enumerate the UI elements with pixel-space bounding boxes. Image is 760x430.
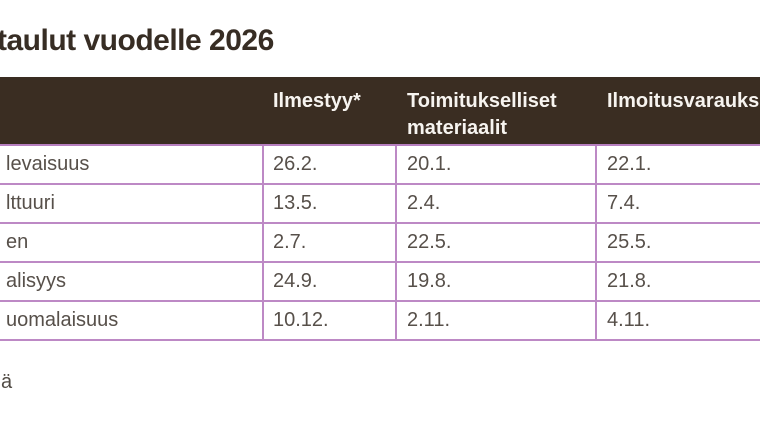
schedule-table: levaisuus 26.2. 20.1. 22.1. lttuuri 13.5…: [0, 146, 760, 341]
cell-ilmoitusvaraukset: 21.8.: [595, 262, 760, 302]
cell-issue-name: alisyys: [0, 262, 264, 302]
cell-materiaalit: 20.1.: [395, 146, 597, 185]
cell-materiaalit: 2.11.: [395, 301, 597, 341]
cell-materiaalit: 19.8.: [395, 262, 597, 302]
cell-materiaalit: 22.5.: [395, 223, 597, 263]
footnote: ä: [1, 371, 13, 393]
cell-issue-name: en: [0, 223, 264, 263]
table-row: lttuuri 13.5. 2.4. 7.4.: [0, 184, 760, 224]
page-title: taulut vuodelle 2026: [0, 24, 274, 57]
cell-ilmestyy: 13.5.: [262, 184, 397, 224]
cell-ilmestyy: 10.12.: [262, 301, 397, 341]
cell-issue-name: lttuuri: [0, 184, 264, 224]
table-row: alisyys 24.9. 19.8. 21.8.: [0, 262, 760, 302]
table-header-row: Ilmestyy* Toimitukselliset materiaalit I…: [0, 77, 760, 146]
cell-issue-name: levaisuus: [0, 146, 264, 185]
cell-ilmoitusvaraukset: 7.4.: [595, 184, 760, 224]
cell-ilmestyy: 26.2.: [262, 146, 397, 185]
cell-ilmoitusvaraukset: 4.11.: [595, 301, 760, 341]
cell-ilmoitusvaraukset: 25.5.: [595, 223, 760, 263]
table-row: en 2.7. 22.5. 25.5.: [0, 223, 760, 263]
cell-materiaalit: 2.4.: [395, 184, 597, 224]
table-row: uomalaisuus 10.12. 2.11. 4.11.: [0, 301, 760, 341]
cell-ilmoitusvaraukset: 22.1.: [595, 146, 760, 185]
cell-ilmestyy: 2.7.: [262, 223, 397, 263]
cell-ilmestyy: 24.9.: [262, 262, 397, 302]
column-header-toimitukselliset-materiaalit: Toimitukselliset materiaalit: [407, 90, 557, 139]
column-header-ilmoitusvaraukset: Ilmoitusvaraukset: [607, 90, 760, 112]
cell-issue-name: uomalaisuus: [0, 301, 264, 341]
column-header-ilmestyy: Ilmestyy*: [273, 90, 361, 112]
table-row: levaisuus 26.2. 20.1. 22.1.: [0, 146, 760, 185]
